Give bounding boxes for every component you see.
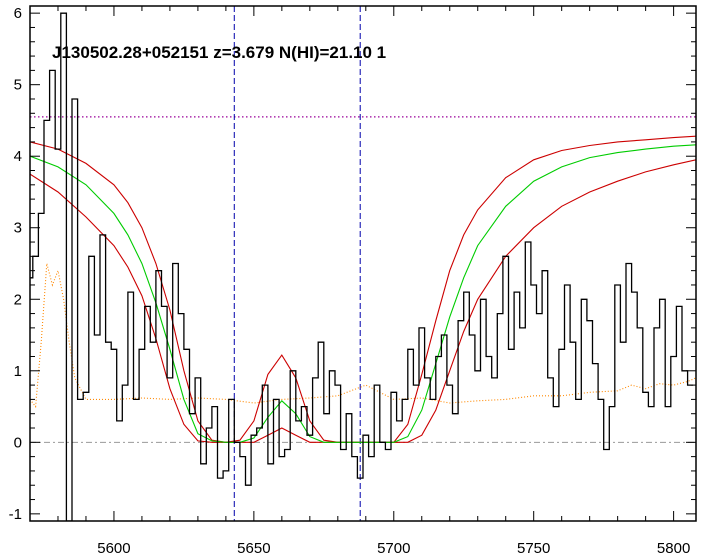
x-tick-label: 5700 (377, 540, 410, 556)
y-tick-label: 0 (14, 434, 22, 451)
series-flux (30, 12, 694, 521)
x-tick-label: 5650 (237, 540, 270, 556)
chart-title: J130502.28+052151 z=3.679 N(HI)=21.10 1 (52, 43, 386, 62)
x-tick-label: 5800 (657, 540, 690, 556)
y-tick-label: 5 (14, 77, 22, 94)
x-tick-label: 5750 (517, 540, 550, 556)
axis-ticks: 5600 5650 5700 5750 5800 -1 0 1 2 3 4 5 6 (9, 5, 696, 556)
plot-border (29, 5, 697, 522)
y-tick-label: 4 (14, 148, 22, 165)
series-model-best (30, 144, 696, 443)
y-tick-label: 1 (14, 363, 22, 380)
series-model-lower (30, 159, 696, 443)
plot-data-layer (30, 6, 696, 521)
series-model-upper (30, 135, 696, 443)
x-tick-label: 5600 (97, 540, 130, 556)
plot-frame (29, 5, 697, 522)
y-tick-label: 3 (14, 220, 22, 237)
series-error (30, 263, 696, 409)
y-tick-label: -1 (9, 506, 22, 523)
y-tick-label: 6 (14, 5, 22, 22)
y-tick-label: 2 (14, 291, 22, 308)
